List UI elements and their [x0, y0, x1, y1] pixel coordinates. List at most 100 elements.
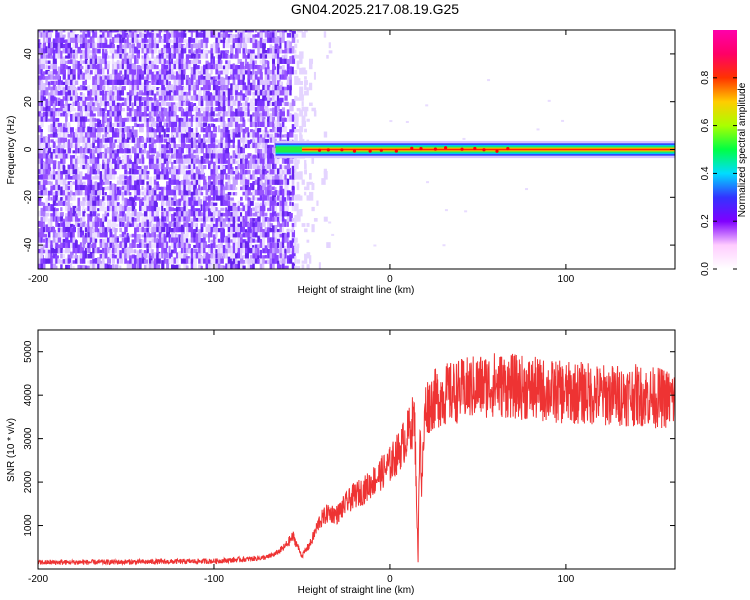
spectrogram-cell	[104, 39, 108, 49]
spectrogram-cell	[269, 136, 274, 143]
spectrogram-cell	[190, 172, 195, 180]
spectrogram-cell	[237, 41, 241, 49]
spectrogram-cell	[40, 160, 44, 170]
spectrogram-cell	[99, 97, 103, 107]
spectrogram-cell	[247, 153, 252, 159]
spectrogram-cell	[126, 126, 131, 133]
spectrogram-cell	[296, 39, 299, 43]
spectrogram-cell	[129, 89, 133, 96]
spectrogram-cell	[230, 71, 233, 80]
spectrogram-cell	[161, 233, 165, 238]
spectrogram-cell	[60, 158, 65, 164]
spectrogram-cell	[323, 170, 328, 180]
spectrogram-cell	[185, 39, 189, 43]
spectrogram-cell	[104, 75, 109, 80]
spectrogram-cell	[249, 129, 254, 133]
spectrogram-cell	[50, 226, 54, 233]
spectrogram-cell	[180, 144, 184, 154]
spectrogram-cell	[87, 30, 91, 38]
spectrogram-cell	[72, 205, 77, 212]
spectrogram-y-tick-label: 0	[23, 146, 34, 152]
spectrogram-cell	[166, 70, 169, 75]
spectrogram-cell	[52, 194, 57, 201]
spectrogram-cell	[106, 110, 110, 117]
spectrogram-cell	[87, 113, 92, 117]
spectrogram-cell	[188, 102, 193, 107]
spectrogram-cell	[131, 255, 135, 264]
spectrogram-cell	[180, 179, 184, 185]
spectrogram-cell	[183, 233, 188, 243]
spectrogram-cell	[205, 73, 210, 80]
spectrogram-cell	[190, 95, 194, 101]
spectrogram-cell	[259, 98, 263, 107]
spectrogram-cell	[230, 83, 235, 91]
spectrogram-cell	[244, 133, 249, 138]
spectrogram-cell	[205, 224, 210, 233]
spectrogram-cell	[45, 104, 49, 112]
spectrogram-cell	[180, 118, 184, 122]
spectrogram-cell	[148, 244, 153, 254]
spectrogram-cell	[156, 43, 159, 49]
spectrogram-cell	[45, 163, 49, 170]
spectrogram-cell	[227, 42, 230, 49]
spectrogram-cell	[244, 241, 250, 248]
spectrogram-cell	[240, 196, 243, 201]
spectrogram-cell	[183, 192, 187, 201]
spectrogram-cell	[146, 136, 149, 143]
spectrogram-cell	[281, 227, 285, 233]
spectrogram-cell	[102, 30, 107, 33]
spectrogram-cell	[257, 40, 261, 49]
spectrogram-cell	[294, 265, 297, 269]
spectrogram-cell	[185, 190, 189, 196]
spectrogram-cell	[252, 129, 257, 138]
spectrogram-cell	[166, 122, 169, 128]
spectrogram-cell	[55, 51, 58, 59]
spectrogram-cell	[198, 187, 203, 196]
spectrogram-cell	[264, 230, 269, 238]
spectrogram-cell	[227, 191, 232, 196]
spectrogram-cell	[158, 230, 162, 238]
spectrogram-cell	[269, 119, 273, 128]
spectrogram-cell	[220, 217, 223, 227]
spectrogram-cell	[242, 103, 247, 112]
spectrogram-cell	[247, 235, 252, 243]
spectrogram-cell	[252, 230, 257, 238]
spectrogram-cell	[87, 260, 91, 264]
spectrogram-cell	[244, 218, 250, 227]
spectrogram-cell	[373, 244, 377, 247]
spectrogram-cell	[264, 30, 268, 33]
spectrogram-cell	[67, 122, 71, 128]
spectrogram-cell	[87, 158, 91, 164]
spectrogram-cell	[321, 178, 326, 185]
spectrogram-cell	[153, 70, 157, 75]
spectrogram-cell	[161, 215, 164, 222]
spectrogram-cell	[269, 151, 274, 159]
spectrogram-cell	[139, 222, 142, 227]
spectrogram-cell	[139, 96, 142, 101]
spectrogram-cell	[65, 234, 69, 243]
spectrogram-cell	[180, 207, 184, 217]
spectrogram-cell	[102, 256, 105, 264]
spectrogram-cell	[225, 39, 229, 49]
spectrogram-cell	[74, 116, 79, 122]
spectrogram-cell	[242, 128, 246, 133]
spectrogram-cell	[247, 36, 252, 43]
spectrogram-cell	[47, 249, 51, 254]
spectrogram-cell	[257, 187, 262, 196]
spectrogram-cell	[183, 165, 187, 170]
spectrogram-cell	[227, 79, 230, 85]
spectrogram-cell	[50, 144, 55, 149]
spectrogram-cell	[52, 160, 57, 170]
spectrogram-cell	[178, 68, 182, 75]
spectrogram-cell	[267, 218, 272, 227]
spectrogram-cell	[72, 194, 76, 201]
spectrogram-cell	[139, 72, 142, 80]
spectrogram-cell	[205, 108, 209, 117]
spectrogram-cell	[257, 197, 262, 201]
spectrogram-cell	[62, 30, 66, 33]
spectrogram-cell	[50, 80, 55, 85]
spectrogram-cell	[67, 264, 72, 269]
spectrogram-cell	[129, 30, 134, 38]
spectrogram-cell	[200, 49, 204, 54]
spectrogram-cell	[141, 144, 145, 149]
